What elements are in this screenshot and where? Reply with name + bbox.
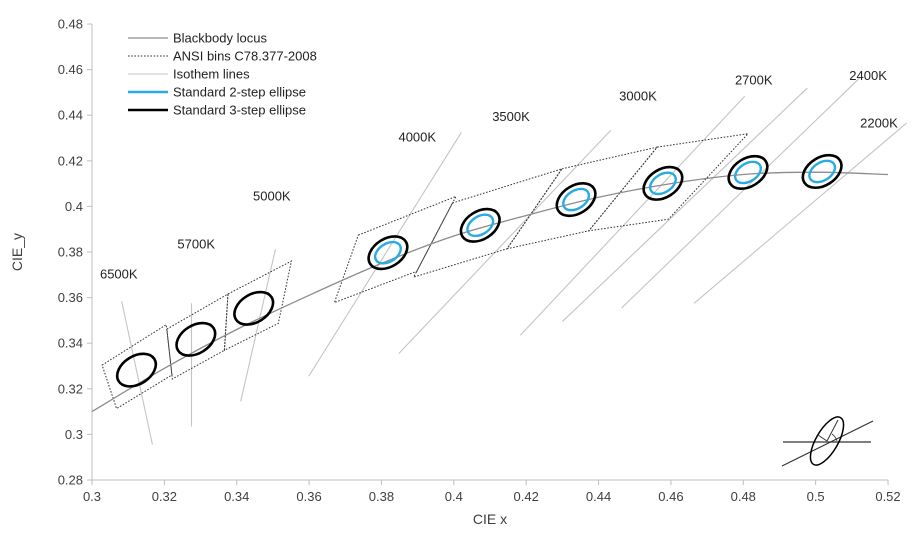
ansi-bin <box>101 323 173 410</box>
legend-label-locus: Blackbody locus <box>173 31 267 46</box>
ansi-bin <box>412 167 564 278</box>
y-tick-label: 0.4 <box>65 199 83 214</box>
x-tick-label: 0.46 <box>658 489 683 504</box>
legend-label-bins: ANSI bins C78.377-2008 <box>173 49 317 64</box>
legend-label-two-step: Standard 2-step ellipse <box>173 85 306 100</box>
isotherm-line-2700k <box>561 87 808 322</box>
blackbody-locus-layer <box>91 171 889 413</box>
three-step-ellipse-2200k <box>801 153 843 190</box>
blackbody-locus-curve <box>91 171 889 413</box>
isotherm-line-6500k <box>121 301 153 445</box>
two-step-ellipse-2700k <box>648 171 677 196</box>
cct-label-4000k: 4000K <box>398 129 436 144</box>
cct-label-3000k: 3000K <box>619 88 657 103</box>
isotherm-line-3000k <box>519 95 746 336</box>
cct-label-5000k: 5000K <box>253 189 291 204</box>
cct-label-6500k: 6500K <box>100 266 138 281</box>
x-tick-label: 0.32 <box>152 489 177 504</box>
cct-label-2400k: 2400K <box>849 68 887 83</box>
y-tick-label: 0.28 <box>58 473 83 488</box>
cct-label-3500k: 3500K <box>492 109 530 124</box>
three-step-ellipse-3000k <box>555 181 597 218</box>
three-step-ellipse-2700k <box>642 165 684 201</box>
x-tick-label: 0.5 <box>807 489 825 504</box>
y-tick-label: 0.42 <box>58 153 83 168</box>
y-tick-label: 0.34 <box>58 336 83 351</box>
three-step-ellipse-6500k <box>115 352 158 388</box>
three-step-ellipse-5700k <box>175 321 217 357</box>
two-step-ellipse-2200k <box>808 159 837 184</box>
cct-label-2200k: 2200K <box>860 116 898 131</box>
y-tick-label: 0.36 <box>58 290 83 305</box>
y-tick-label: 0.32 <box>58 381 83 396</box>
three-step-ellipse-2400k <box>727 154 769 191</box>
ansi-bin <box>223 260 293 352</box>
ansi-bin <box>505 146 659 250</box>
two-step-ellipse-2400k <box>734 160 762 185</box>
x-tick-label: 0.42 <box>514 489 539 504</box>
isotherm-line-5000k <box>240 249 276 402</box>
x-tick-label: 0.52 <box>875 489 900 504</box>
y-tick-label: 0.46 <box>58 62 83 77</box>
cct-label-2700k: 2700K <box>735 72 773 87</box>
isotherm-line-4000k <box>308 132 462 377</box>
y-tick-label: 0.38 <box>58 245 83 260</box>
x-tick-label: 0.3 <box>83 489 101 504</box>
two-step-ellipse-3500k <box>466 213 495 238</box>
x-tick-label: 0.48 <box>731 489 756 504</box>
x-tick-label: 0.34 <box>224 489 249 504</box>
three-step-ellipse-4000k <box>367 235 409 271</box>
two-step-ellipse-3000k <box>562 187 591 212</box>
ellipses-layer <box>115 153 843 388</box>
ellipse-construction-icon <box>781 416 874 467</box>
ansi-bin <box>333 195 458 304</box>
x-tick-label: 0.44 <box>586 489 611 504</box>
three-step-ellipse-3500k <box>459 207 501 243</box>
y-tick-label: 0.3 <box>65 427 83 442</box>
isotherm-line-2400k <box>621 77 861 309</box>
legend-label-isotherm: Isothem lines <box>173 67 250 82</box>
y-tick-label: 0.44 <box>58 108 83 123</box>
x-axis-title: CIE x <box>473 511 507 527</box>
axes-layer: 0.3 0.32 0.34 0.36 0.38 0.4 0.42 0.44 0.46 0.48 0.… <box>9 17 901 528</box>
cct-labels-layer: 6500K 5700K 5000K 4000K 3500K 3000K 2700K 2400K… <box>100 68 898 282</box>
isotherm-lines-layer <box>121 77 907 445</box>
ansi-bin <box>587 132 750 232</box>
two-step-ellipse-4000k <box>373 240 402 265</box>
x-tick-label: 0.36 <box>296 489 321 504</box>
legend-label-three-step: Standard 3-step ellipse <box>173 103 306 118</box>
x-tick-label: 0.38 <box>369 489 394 504</box>
three-step-ellipse-5000k <box>233 290 275 326</box>
cct-label-5700k: 5700K <box>177 237 215 252</box>
y-tick-label: 0.48 <box>58 17 83 32</box>
x-tick-label: 0.4 <box>445 489 463 504</box>
legend: Blackbody locus ANSI bins C78.377-2008 Iso… <box>128 31 317 118</box>
ansi-bin <box>166 293 229 380</box>
y-axis-title: CIE_y <box>9 233 25 271</box>
isotherm-line-2200k <box>693 122 907 304</box>
isotherm-line-3500k <box>398 129 612 354</box>
